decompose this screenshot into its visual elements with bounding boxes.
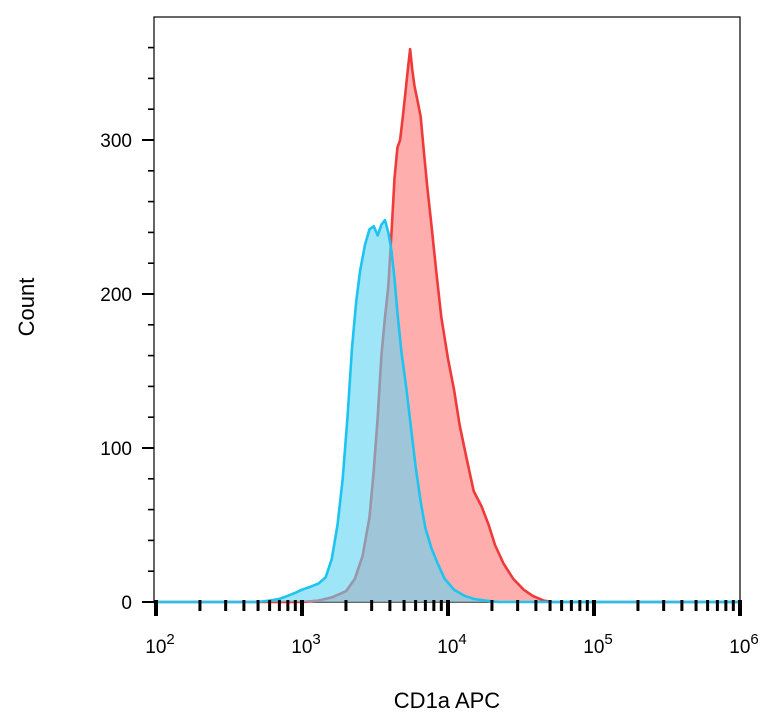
x-minor-tick [662,600,666,611]
x-tick-base: 10 [583,637,604,658]
x-minor-tick [344,600,348,611]
x-major-tick [592,600,596,616]
x-axis: 102 103 104 105 106 [145,600,759,658]
x-minor-tick [534,600,538,611]
x-tick-exponent: 3 [312,631,320,648]
y-axis-title: Count [14,278,39,337]
x-minor-tick [680,600,684,611]
x-axis-title: CD1a APC [394,688,500,713]
x-minor-tick [706,600,710,611]
x-major-tick [300,600,304,616]
x-tick-base: 10 [437,637,458,658]
x-minor-tick [636,600,640,611]
x-minor-tick [432,600,436,611]
x-minor-tick [293,600,297,611]
x-minor-tick [198,600,202,611]
y-tick-label: 200 [100,285,132,306]
x-tick-base: 10 [729,637,750,658]
y-axis: 0 100 200 300 [100,46,154,614]
x-minor-tick [731,600,735,611]
x-tick-base: 10 [291,637,312,658]
x-minor-tick [490,600,494,611]
x-minor-tick [242,600,246,611]
x-major-tick [154,600,158,616]
x-minor-tick [268,600,272,611]
x-minor-tick [277,600,281,611]
x-tick-exponent: 6 [750,631,758,648]
y-tick-label: 100 [100,439,132,460]
x-tick-label: 106 [729,631,758,658]
x-minor-tick [370,600,374,611]
x-tick-exponent: 2 [166,631,174,648]
x-major-tick [738,600,742,616]
y-tick-label: 300 [100,131,132,152]
x-minor-tick [569,600,573,611]
x-minor-tick [439,600,443,611]
y-tick-label: 0 [121,593,132,614]
x-tick-exponent: 5 [604,631,612,648]
x-tick-base: 10 [145,637,166,658]
x-minor-tick [256,600,260,611]
x-minor-tick [388,600,392,611]
x-minor-tick [715,600,719,611]
series-2-line [156,218,740,604]
x-minor-tick [414,600,418,611]
x-minor-tick [516,600,520,611]
x-major-tick [446,600,450,616]
x-minor-tick [224,600,228,611]
series-1-area [156,49,740,603]
x-tick-label: 103 [291,631,320,658]
x-minor-tick [694,600,698,611]
x-minor-tick [548,600,552,611]
x-minor-tick [423,600,427,611]
x-tick-exponent: 4 [458,631,466,648]
x-minor-tick [286,600,290,611]
series-layer [156,47,740,604]
x-minor-tick [578,600,582,611]
x-minor-tick [724,600,728,611]
x-tick-label: 105 [583,631,612,658]
x-minor-tick [560,600,564,611]
x-minor-tick [585,600,589,611]
x-tick-label: 102 [145,631,174,658]
x-minor-tick [402,600,406,611]
x-tick-label: 104 [437,631,466,658]
